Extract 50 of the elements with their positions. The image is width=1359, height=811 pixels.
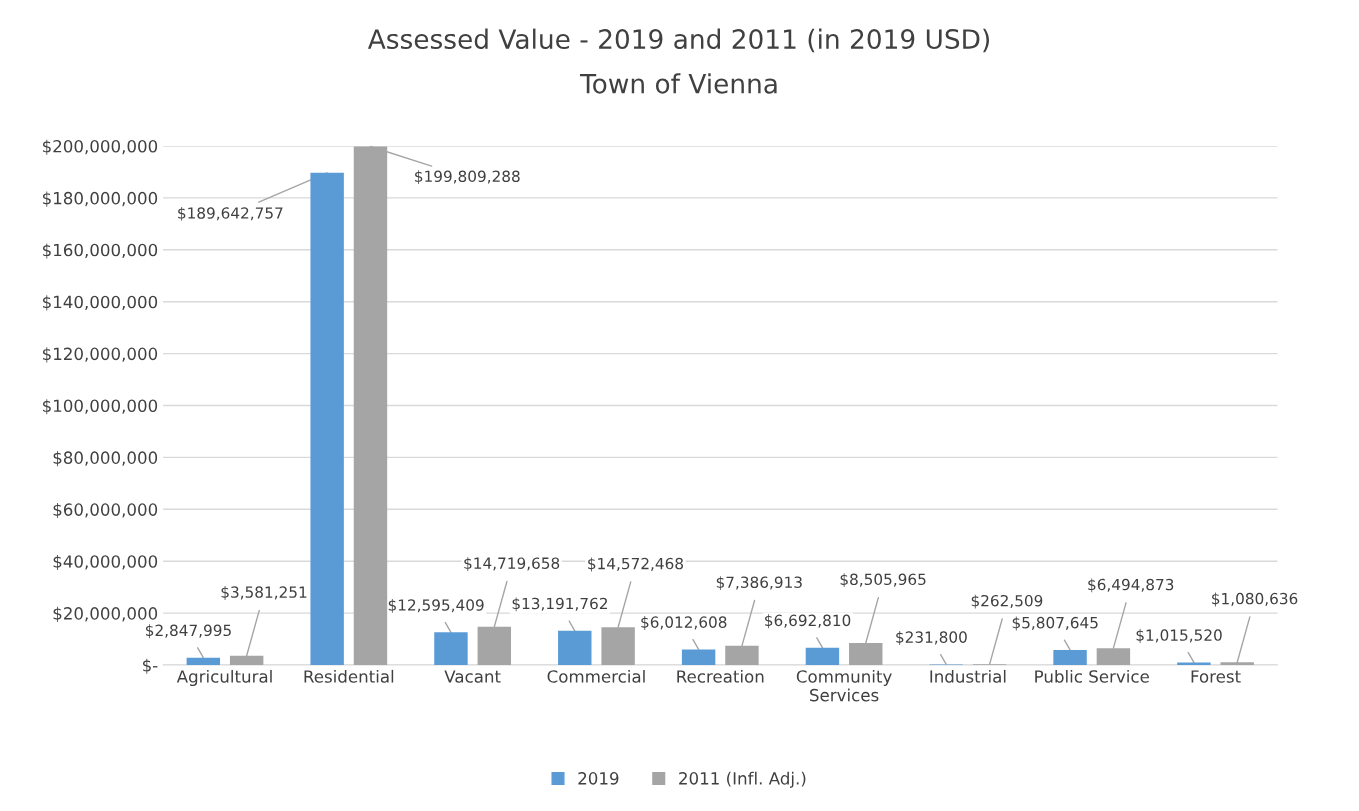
bar <box>1177 662 1211 666</box>
bar <box>434 632 468 666</box>
data-label: $8,505,965 <box>840 573 926 588</box>
chart-subtitle: Town of Vienna <box>579 73 777 94</box>
data-label: $1,015,520 <box>1136 629 1222 643</box>
chart-title: Assessed Value - 2019 and 2011 (in 2019 USD) <box>367 28 989 53</box>
data-label: $199,809,288 <box>415 170 520 185</box>
x-tick-label: Commercial <box>547 669 645 683</box>
x-tick-label: Community Services <box>796 669 892 702</box>
x-tick-label: Agricultural <box>176 669 272 687</box>
data-label: $7,386,913 <box>716 576 802 591</box>
bar <box>558 630 592 666</box>
bar <box>681 649 716 666</box>
data-label: $6,494,873 <box>1088 578 1174 593</box>
data-label: $189,642,757 <box>178 206 283 221</box>
x-tick-label: Vacant <box>444 670 501 683</box>
data-label: $3,581,251 <box>221 586 307 600</box>
y-tick-label: $80,000,000 <box>53 451 158 467</box>
data-label: $12,595,409 <box>388 598 484 613</box>
y-tick-label: $180,000,000 <box>42 191 158 207</box>
data-label: $14,572,468 <box>588 557 683 572</box>
data-label: $13,191,762 <box>512 597 607 612</box>
legend-label: 2011 (Infl. Adj.) <box>679 771 806 788</box>
bar <box>186 657 221 666</box>
y-tick-label: $20,000,000 <box>53 606 158 622</box>
data-label: $14,719,658 <box>464 557 560 571</box>
x-tick-label: Recreation <box>677 669 764 683</box>
data-label: $6,692,810 <box>765 614 851 629</box>
x-tick-label: Public Service <box>1035 669 1149 683</box>
y-tick-label: $100,000,000 <box>42 399 158 415</box>
legend-label: 2019 <box>578 772 619 785</box>
y-tick-label: $200,000,000 <box>42 139 158 155</box>
bar <box>1053 649 1087 666</box>
y-tick-label: $140,000,000 <box>42 295 158 311</box>
x-tick-label: Residential <box>304 669 394 683</box>
data-label: $2,847,995 <box>145 624 231 639</box>
data-label: $1,080,636 <box>1212 592 1298 607</box>
y-tick-label: $- <box>142 658 158 674</box>
y-tick-label: $40,000,000 <box>53 554 158 570</box>
bar <box>805 647 840 666</box>
data-label: $231,800 <box>896 631 967 645</box>
data-label: $6,012,608 <box>641 616 727 630</box>
data-label: $262,509 <box>971 594 1043 609</box>
x-tick-label: Industrial <box>930 669 1006 683</box>
data-label: $5,807,645 <box>1012 616 1098 631</box>
y-tick-label: $160,000,000 <box>42 243 158 259</box>
bar <box>310 172 344 666</box>
x-tick-label: Forest <box>1191 670 1241 683</box>
y-tick-label: $120,000,000 <box>42 347 158 363</box>
y-tick-label: $60,000,000 <box>53 502 158 519</box>
